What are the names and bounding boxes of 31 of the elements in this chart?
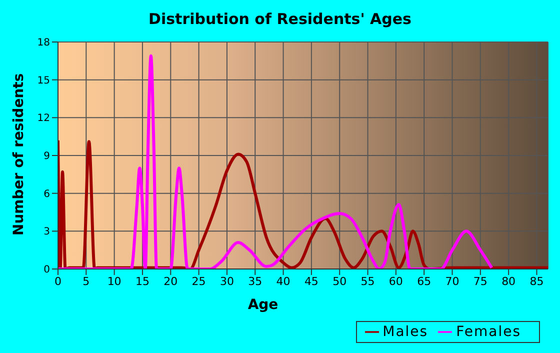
legend-label: Males (382, 324, 428, 340)
x-tick-label: 40 (276, 274, 290, 288)
y-tick-label: 0 (44, 264, 50, 276)
x-axis-title: Age (248, 297, 278, 313)
x-tick-label: 25 (192, 274, 206, 288)
y-axis-title: Number of residents (10, 73, 27, 236)
x-tick-label: 20 (164, 274, 178, 288)
x-tick-label: 65 (417, 274, 432, 288)
y-tick-label: 6 (44, 188, 50, 200)
x-tick-label: 10 (107, 274, 122, 288)
x-tick-label: 55 (360, 274, 375, 288)
x-tick-label: 70 (445, 274, 460, 288)
x-tick-label: 60 (388, 274, 403, 288)
x-tick-label: 85 (530, 274, 544, 288)
y-tick-label: 9 (44, 151, 50, 162)
x-tick-label: 80 (502, 274, 516, 288)
legend-label: Females (456, 324, 521, 340)
x-tick-label: 35 (248, 274, 262, 288)
x-tick-label: 75 (473, 274, 488, 288)
x-tick-label: 50 (332, 274, 347, 288)
y-tick-label: 12 (37, 113, 50, 124)
line-series (58, 54, 494, 269)
y-tick-label: 15 (37, 75, 50, 86)
y-tick-label: 18 (37, 38, 50, 49)
x-tick-label: 45 (304, 274, 318, 288)
x-tick-label: 15 (135, 274, 150, 288)
y-tick-label: 3 (44, 226, 50, 238)
x-tick-label: 30 (220, 274, 234, 288)
x-tick-label: 5 (82, 274, 90, 288)
x-tick-label: 0 (54, 274, 62, 288)
chart-title: Distribution of Residents' Ages (148, 10, 412, 28)
